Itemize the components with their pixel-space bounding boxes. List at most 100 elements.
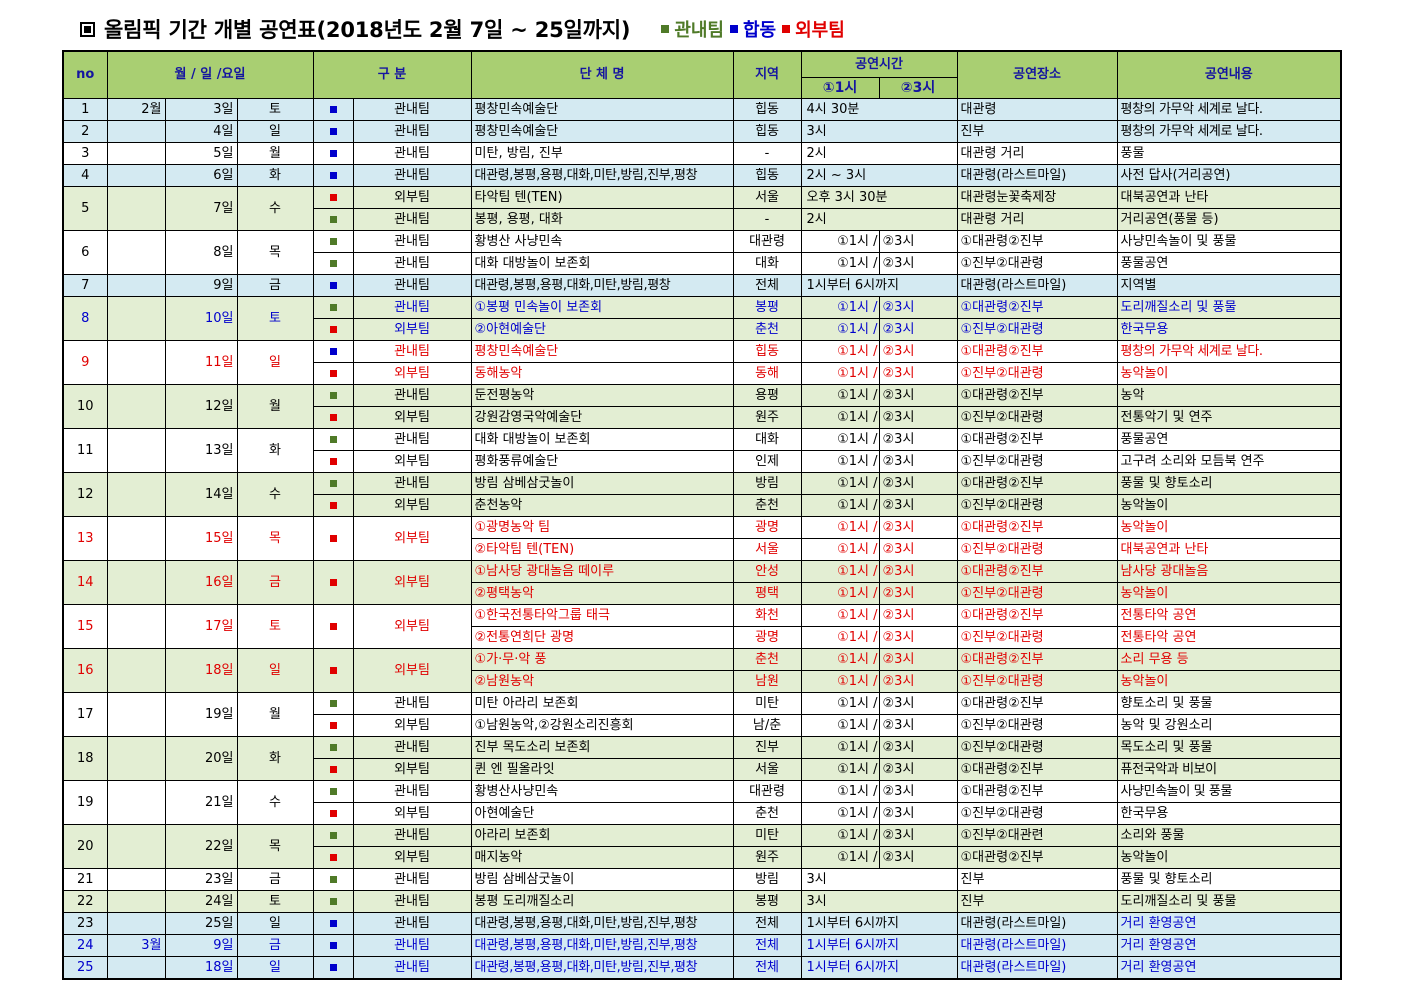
performance-time-2: ②3시 [878, 736, 958, 759]
performance-place: ①진부②대관령 [956, 802, 1118, 825]
performance-time-2: ②3시 [878, 296, 958, 319]
row-month [106, 274, 166, 297]
green-square-icon [329, 479, 337, 487]
row-day: 10일 [164, 296, 238, 341]
region-name: 힙동 [732, 164, 802, 187]
performance-content: 사냥민속놀이 및 풍물 [1116, 230, 1342, 253]
th-team: 단 체 명 [470, 50, 734, 99]
performance-time-1: ①1시 / [800, 318, 880, 341]
row-dayofweek: 일 [236, 912, 314, 935]
gubun-label: 관내팀 [352, 252, 472, 275]
row-month [106, 428, 166, 473]
row-dayofweek: 목 [236, 230, 314, 275]
row-month: 3월 [106, 934, 166, 957]
performance-time-2: ②3시 [878, 648, 958, 671]
red-square-icon [329, 578, 337, 586]
blue-square-icon [329, 281, 337, 289]
gubun-marker [312, 318, 354, 341]
green-square-icon [329, 259, 337, 267]
row-month [106, 912, 166, 935]
row-dayofweek: 수 [236, 186, 314, 231]
performance-time-1: ①1시 / [800, 384, 880, 407]
performance-place: 진부 [956, 868, 1118, 891]
green-square-icon [329, 897, 337, 905]
team-name: 봉평, 용평, 대화 [470, 208, 734, 231]
gubun-label: 외부팀 [352, 648, 472, 693]
row-month [106, 186, 166, 231]
region-name: 미탄 [732, 824, 802, 847]
green-square-icon [329, 831, 337, 839]
gubun-marker [312, 362, 354, 385]
legend: 관내팀 합동 외부팀 [661, 16, 845, 42]
performance-content: 농악 및 강원소리 [1116, 714, 1342, 737]
gubun-label: 관내팀 [352, 120, 472, 143]
team-name: 강원감영국악예술단 [470, 406, 734, 429]
team-name: ①남사당 광대놀음 떼이루 [470, 560, 734, 583]
performance-place: 대관령눈꽃축제장 [956, 186, 1118, 209]
performance-time-1: ①1시 / [800, 824, 880, 847]
row-number: 10 [62, 384, 108, 429]
performance-content: 풍물 및 향토소리 [1116, 868, 1342, 891]
performance-content: 사전 답사(거리공연) [1116, 164, 1342, 187]
row-number: 2 [62, 120, 108, 143]
row-dayofweek: 일 [236, 648, 314, 693]
table-row: 외부팀 춘천농악 춘천 ①1시 / ②3시 ①진부②대관령 농악놀이 [63, 494, 1342, 517]
team-name: ②남원농악 [470, 670, 734, 693]
region-name: 대화 [732, 252, 802, 275]
performance-time-2: ②3시 [878, 802, 958, 825]
legend-label-gwannae: 관내팀 [674, 20, 724, 41]
gubun-marker [312, 98, 354, 121]
row-day: 11일 [164, 340, 238, 385]
row-day: 4일 [164, 120, 238, 143]
performance-content: 지역별 [1116, 274, 1342, 297]
green-square-icon [329, 435, 337, 443]
th-date: 월 / 일 /요일 [106, 50, 314, 99]
team-name: 매지농악 [470, 846, 734, 869]
row-day: 3일 [164, 98, 238, 121]
table-body: 1 2월 3일 토 관내팀 평창민속예술단 힙동 4시 30분 대관령 평창의 가무악 세계로 날… [62, 98, 1342, 980]
performance-place: ①대관령②진부 [956, 340, 1118, 363]
red-square-icon [329, 501, 337, 509]
gubun-label: 관내팀 [352, 340, 472, 363]
region-name: 춘천 [732, 648, 802, 671]
team-name: 평창민속예술단 [470, 98, 734, 121]
gubun-marker [312, 802, 354, 825]
performance-time: 1시부터 6시까지 [800, 934, 958, 957]
table-row: 24 3월 9일 금 관내팀 대관령,봉평,용평,대화,미탄,방림,진부,평창 전체 1시부터… [62, 934, 1342, 957]
row-day: 14일 [164, 472, 238, 517]
table-row: ②남원농악 남원 ①1시 / ②3시 ①진부②대관령 농악놀이 [63, 670, 1342, 693]
table-row: 20 22일 목 관내팀 아라리 보존회 미탄 ①1시 / ②3시 ①진부②대관련 소리와 풍물 [62, 824, 1342, 869]
row-dayofweek: 토 [236, 604, 314, 649]
red-square-icon [329, 809, 337, 817]
team-name: ①봉평 민속놀이 보존회 [470, 296, 734, 319]
team-name: 퀸 엔 필올라잇 [470, 758, 734, 781]
performance-place: ①대관령②진부 [956, 846, 1118, 869]
th-no: no [62, 50, 108, 99]
gubun-label: 외부팀 [352, 186, 472, 209]
gubun-label: 관내팀 [352, 956, 472, 980]
row-number: 13 [62, 516, 108, 561]
gubun-marker [312, 428, 354, 451]
performance-content: 농악놀이 [1116, 582, 1342, 605]
performance-place: 대관령(라스트마일) [956, 956, 1118, 980]
performance-place: ①진부②대관령 [956, 318, 1118, 341]
row-month: 2월 [106, 98, 166, 121]
gubun-marker [312, 142, 354, 165]
row-day: 24일 [164, 890, 238, 913]
team-name: 방림 삼베삼굿놀이 [470, 868, 734, 891]
row-number: 24 [62, 934, 108, 957]
header-row-sub: ①1시 ②3시 [63, 77, 1341, 99]
row-number: 17 [62, 692, 108, 737]
gubun-marker [312, 296, 354, 319]
team-name: 평창민속예술단 [470, 120, 734, 143]
performance-time-1: ①1시 / [800, 406, 880, 429]
performance-place: ①대관령②진부 [956, 560, 1118, 583]
row-day: 17일 [164, 604, 238, 649]
gubun-marker [312, 956, 354, 980]
team-name: 타악팀 텐(TEN) [470, 186, 734, 209]
row-number: 18 [62, 736, 108, 781]
gubun-marker [312, 560, 354, 605]
gubun-label: 관내팀 [352, 384, 472, 407]
row-day: 23일 [164, 868, 238, 891]
table-row: 12 14일 수 관내팀 방림 삼베삼굿놀이 방림 ①1시 / ②3시 ①대관령②진부 풍물 및 … [62, 472, 1342, 517]
